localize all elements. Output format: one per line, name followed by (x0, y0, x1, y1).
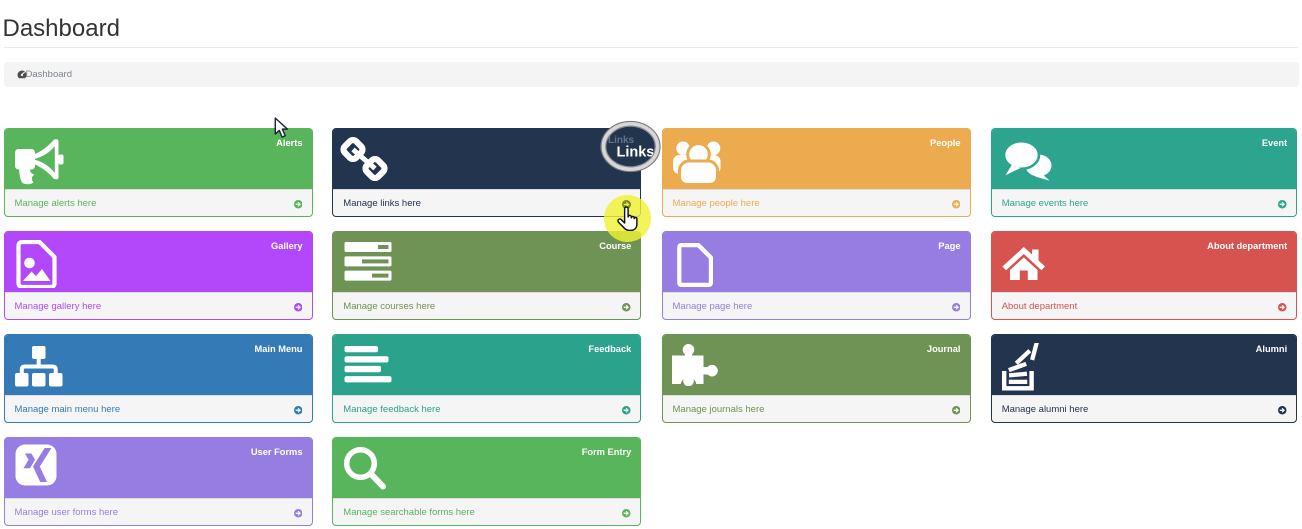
svg-text:Links: Links (608, 135, 635, 146)
svg-text:Links: Links (617, 145, 655, 161)
